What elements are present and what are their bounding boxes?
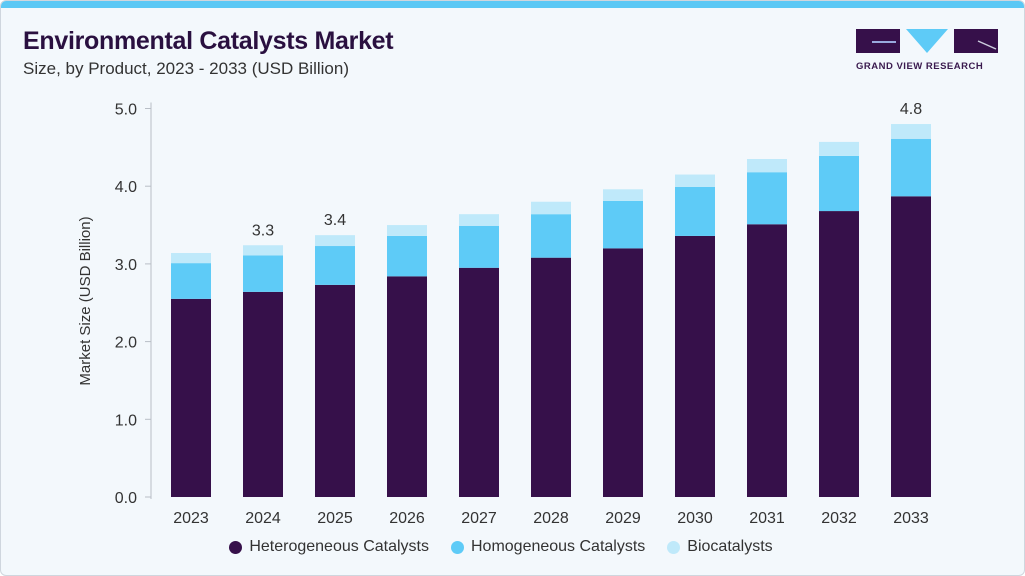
bar-segment [171, 298, 211, 497]
bar-segment [243, 245, 283, 256]
y-tick-label: 1.0 [115, 412, 137, 429]
y-tick-label: 0.0 [115, 490, 137, 507]
x-tick-label: 2033 [893, 510, 929, 527]
bar-segment [603, 189, 643, 201]
bar-segment [315, 235, 355, 247]
bar-segment [459, 214, 499, 226]
logo-mark-icon [856, 29, 998, 53]
bar-segment [171, 253, 211, 264]
bar-segment [387, 225, 427, 236]
bar-segment [531, 201, 571, 215]
data-label: 3.3 [252, 222, 274, 239]
bar-segment [387, 276, 427, 497]
bar-segment [891, 124, 931, 139]
bar-segment [675, 174, 715, 187]
bar-segment [819, 155, 859, 212]
bar-segment [459, 267, 499, 497]
bar-segment [459, 225, 499, 268]
accent-bar [1, 1, 1024, 8]
bar-segment [747, 172, 787, 225]
legend-item: Homogeneous Catalysts [450, 538, 646, 556]
grand-view-research-logo: GRAND VIEW RESEARCH [856, 29, 1001, 72]
x-tick-label: 2024 [245, 510, 281, 527]
chart-title: Environmental Catalysts Market [23, 27, 394, 55]
bar-segment [315, 284, 355, 497]
x-tick-label: 2025 [317, 510, 353, 527]
legend-swatch-icon [667, 540, 681, 554]
legend-swatch-icon [450, 540, 464, 554]
x-tick-label: 2030 [677, 510, 713, 527]
bar-segment [171, 263, 211, 299]
bar-segment [891, 196, 931, 497]
legend: Heterogeneous Catalysts Homogeneous Catal… [1, 538, 1001, 556]
legend-label: Heterogeneous Catalysts [249, 538, 429, 555]
bar-segment [315, 246, 355, 285]
bar-segment [243, 291, 283, 497]
bar-segment [747, 159, 787, 173]
bar-segment [387, 235, 427, 277]
legend-label: Biocatalysts [687, 538, 773, 555]
bar-segment [243, 255, 283, 292]
bar-segment [531, 257, 571, 497]
bar-segment [891, 138, 931, 197]
y-tick-label: 5.0 [115, 102, 137, 119]
legend-item: Biocatalysts [667, 538, 773, 556]
bar-segment [675, 186, 715, 236]
y-tick-label: 4.0 [115, 179, 137, 196]
logo-text: GRAND VIEW RESEARCH [856, 61, 984, 72]
x-tick-label: 2029 [605, 510, 641, 527]
x-tick-label: 2027 [461, 510, 497, 527]
x-tick-label: 2028 [533, 510, 569, 527]
bar-segment [747, 224, 787, 497]
bar-segment [675, 235, 715, 498]
x-tick-label: 2026 [389, 510, 425, 527]
legend-label: Homogeneous Catalysts [470, 538, 646, 555]
x-tick-label: 2023 [173, 510, 209, 527]
bar-segment [819, 141, 859, 156]
legend-swatch-icon [229, 540, 243, 554]
y-tick-label: 3.0 [115, 257, 137, 274]
bar-segment [603, 200, 643, 249]
x-tick-label: 2031 [749, 510, 785, 527]
bar-segment [603, 248, 643, 497]
data-label: 3.4 [324, 212, 346, 229]
chart-subtitle: Size, by Product, 2023 - 2033 (USD Billi… [23, 59, 349, 78]
bar-segment [531, 214, 571, 258]
x-tick-label: 2032 [821, 510, 857, 527]
data-label: 4.8 [900, 101, 922, 118]
bar-segment [819, 211, 859, 497]
y-axis-label: Market Size (USD Billion) [77, 216, 94, 385]
y-tick-label: 2.0 [115, 335, 137, 352]
legend-item: Heterogeneous Catalysts [229, 538, 429, 556]
